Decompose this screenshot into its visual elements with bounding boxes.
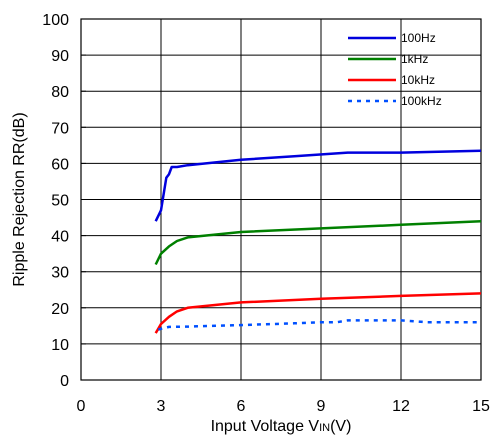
y-tick-label: 90 [51,48,69,65]
x-tick-label: 15 [472,398,490,415]
legend-label: 100Hz [401,31,436,45]
x-tick-label: 3 [157,398,166,415]
y-tick-label: 30 [51,265,69,282]
y-tick-label: 60 [51,156,69,173]
y-tick-label: 20 [51,301,69,318]
x-tick-label: 12 [392,398,410,415]
legend-label: 1kHz [401,52,428,66]
legend-label: 10kHz [401,73,435,87]
y-tick-label: 100 [42,12,69,29]
y-tick-label: 10 [51,337,69,354]
series-line-100hz [154,149,482,222]
x-axis-title: Input Voltage VIN(V) [211,418,352,435]
y-tick-label: 80 [51,84,69,101]
series-line-1khz [154,219,482,266]
x-tick-label: 6 [237,398,246,415]
x-tick-label: 0 [77,398,86,415]
y-tick-label: 70 [51,120,69,137]
y-axis-title: Ripple Rejection RR(dB) [11,112,28,286]
y-tick-label: 40 [51,229,69,246]
legend-label: 100kHz [401,94,442,108]
x-tick-label: 9 [317,398,326,415]
series-line-100khz [158,319,481,331]
y-tick-label: 50 [51,193,69,210]
y-tick-label: 0 [60,373,69,390]
series-line-10khz [154,292,482,334]
